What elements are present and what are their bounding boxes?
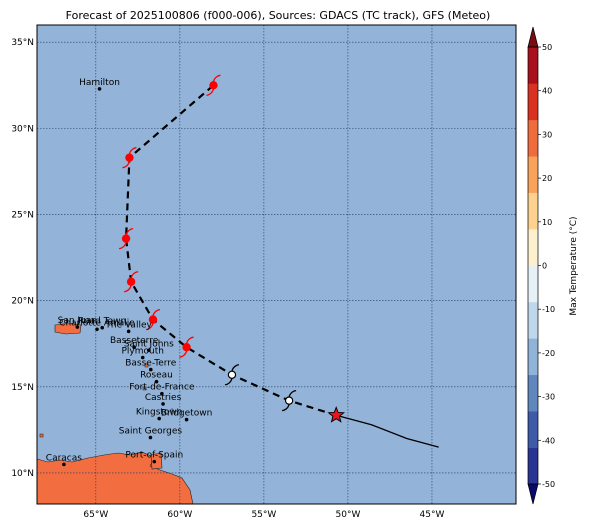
- colorbar-segment: [528, 192, 538, 230]
- figure-title: Forecast of 2025100806 (f000-006), Sourc…: [66, 9, 491, 22]
- city-label: Basseterre: [110, 336, 159, 346]
- tropical-storm-icon: [124, 271, 139, 293]
- city-label: Hamilton: [79, 78, 120, 88]
- past-track-line: [335, 414, 439, 448]
- graticule-lines: [37, 25, 516, 504]
- colorbar-tick-label: 20: [542, 174, 552, 183]
- colorbar-tick-label: 0: [542, 262, 547, 271]
- city-dot: [160, 391, 164, 396]
- city-dot: [154, 379, 159, 384]
- city-dot: [184, 417, 189, 422]
- city-label: San Juan: [58, 316, 97, 326]
- colorbar-tick-label: 30: [542, 130, 552, 139]
- city-label: Castries: [145, 393, 182, 403]
- lat-tick-label: 25°N: [11, 211, 34, 221]
- tropical-storm-icon: [179, 336, 194, 358]
- colorbar-tick-label: 10: [542, 218, 552, 227]
- city-dot: [148, 435, 153, 440]
- colorbar-tick-label: -10: [542, 305, 555, 314]
- city-label: Plymouth: [121, 347, 163, 357]
- colorbar-segment: [528, 265, 538, 303]
- lon-tick-label: 45°W: [420, 510, 445, 520]
- lat-tick-label: 20°N: [11, 297, 34, 307]
- city-dot: [100, 325, 105, 330]
- lat-tick-label: 30°N: [11, 124, 34, 134]
- lat-tick-label: 35°N: [11, 38, 34, 48]
- city-dot: [157, 416, 161, 421]
- lon-tick-label: 55°W: [251, 510, 276, 520]
- lon-tick-label: 60°W: [167, 510, 192, 520]
- city-label: Caracas: [46, 453, 82, 463]
- colorbar-segment: [528, 156, 538, 193]
- tropical-storm-icon: [119, 228, 134, 250]
- colorbar-tick-label: -40: [542, 436, 555, 445]
- current-position-star-icon: [327, 406, 346, 423]
- lat-tick-label: 10°N: [11, 469, 34, 479]
- city-label: Kingstown: [136, 408, 183, 418]
- longitude-tick-labels: 65°W 60°W 55°W 50°W 45°W: [83, 510, 444, 520]
- colorbar-segment: [528, 83, 538, 121]
- city-dot: [140, 355, 145, 360]
- colorbar-extend-high: [527, 26, 539, 48]
- colorbar-segment: [528, 301, 538, 339]
- city-label: Basse-Terre: [125, 359, 177, 369]
- map-frame: [36, 24, 517, 505]
- trinidad-land: [150, 452, 163, 470]
- lat-tick-label: 15°N: [11, 383, 34, 393]
- city-label: Charlotte Amalie: [59, 318, 135, 328]
- city-dot: [126, 329, 131, 334]
- city-dot: [95, 327, 99, 332]
- tropical-storm-icon: [122, 147, 137, 169]
- city-dot: [62, 462, 66, 467]
- city-label: Saint Johns: [124, 339, 174, 349]
- colorbar-tick-label: -30: [542, 393, 555, 402]
- lon-tick-label: 50°W: [336, 510, 361, 520]
- city-dot: [152, 459, 157, 464]
- city-label: Fort-de-France: [129, 383, 195, 393]
- lon-tick-label: 65°W: [83, 510, 108, 520]
- colorbar-segment: [528, 119, 538, 157]
- city-dot: [146, 348, 151, 353]
- city-label: Port-of-Spain: [125, 451, 183, 461]
- city-label: The Valley: [104, 320, 152, 330]
- colorbar-tick-label: 50: [542, 43, 552, 52]
- colorbar-segment: [528, 411, 538, 448]
- colorbar-tick-label: 40: [542, 87, 552, 96]
- city-dot: [132, 345, 136, 350]
- colorbar-tick-label: -20: [542, 349, 555, 358]
- city-label: Bridgetown: [161, 409, 212, 419]
- colorbar: -50 -40 -30 -20 -10 0 10 20 30 40 50 Max Temperatur…: [527, 26, 579, 505]
- south-america-land: [37, 451, 194, 504]
- tropical-depression-icon: [282, 389, 297, 412]
- tropical-storm-icon: [206, 74, 221, 96]
- colorbar-extend-low: [527, 483, 539, 505]
- puerto-rico-land: [54, 322, 82, 335]
- city-dot: [75, 325, 80, 329]
- colorbar-segment: [528, 47, 538, 84]
- city-label: Roseau: [140, 371, 173, 381]
- ocean: [37, 25, 516, 504]
- city-label: Road Town: [78, 317, 126, 327]
- colorbar-label: Max Temperature (°C): [569, 216, 579, 315]
- colorbar-segment: [528, 229, 538, 266]
- land-masses: [37, 322, 194, 504]
- colorbar-segment: [528, 447, 538, 485]
- city-dot: [97, 87, 102, 91]
- colorbar-segment: [528, 374, 538, 412]
- latitude-tick-labels: 35°N 30°N 25°N 20°N 15°N 10°N: [11, 38, 34, 479]
- colorbar-tick-label: -50: [542, 480, 555, 489]
- tropical-depression-icon: [224, 364, 240, 386]
- city-dot: [148, 367, 153, 372]
- colorbar-segment: [528, 338, 538, 376]
- storm-track: [119, 74, 439, 448]
- tropical-storm-icon: [145, 308, 161, 331]
- city-dot: [161, 402, 165, 406]
- city-label: Saint Georges: [119, 426, 183, 436]
